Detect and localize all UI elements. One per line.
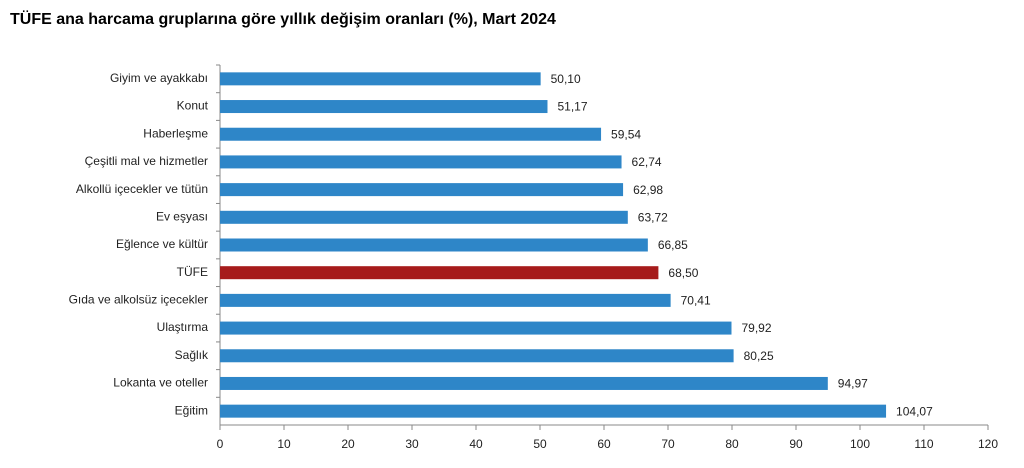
x-tick-label: 30 bbox=[405, 437, 419, 451]
y-tick-label: Konut bbox=[177, 99, 209, 113]
y-tick-label: Giyim ve ayakkabı bbox=[110, 71, 208, 85]
x-tick-label: 20 bbox=[341, 437, 355, 451]
y-tick-label: Gıda ve alkolsüz içecekler bbox=[69, 293, 208, 307]
x-tick-label: 120 bbox=[978, 437, 998, 451]
value-label: 66,85 bbox=[658, 238, 688, 252]
y-tick-label: Haberleşme bbox=[143, 126, 208, 140]
y-tick-label: Çeşitli mal ve hizmetler bbox=[85, 154, 208, 168]
value-label: 94,97 bbox=[838, 377, 868, 391]
y-tick-label: Alkollü içecekler ve tütün bbox=[76, 182, 208, 196]
y-tick-label: TÜFE bbox=[177, 265, 208, 279]
value-label: 68,50 bbox=[668, 266, 698, 280]
bar bbox=[220, 266, 659, 280]
y-tick-label: Eğitim bbox=[175, 403, 208, 417]
value-label: 104,07 bbox=[896, 404, 933, 418]
value-label: 70,41 bbox=[681, 294, 711, 308]
bar bbox=[220, 349, 734, 363]
x-tick-label: 100 bbox=[850, 437, 870, 451]
value-label: 59,54 bbox=[611, 127, 641, 141]
y-tick-label: Ev eşyası bbox=[156, 209, 208, 223]
x-tick-label: 70 bbox=[661, 437, 675, 451]
bar bbox=[220, 72, 541, 86]
chart-title: TÜFE ana harcama gruplarına göre yıllık … bbox=[10, 9, 556, 28]
bar bbox=[220, 155, 622, 169]
value-label: 80,25 bbox=[744, 349, 774, 363]
y-tick-label: Ulaştırma bbox=[157, 320, 209, 334]
x-tick-label: 0 bbox=[217, 437, 224, 451]
value-label: 63,72 bbox=[638, 210, 668, 224]
x-tick-label: 90 bbox=[789, 437, 803, 451]
bar bbox=[220, 183, 624, 197]
value-label: 50,10 bbox=[551, 72, 581, 86]
value-label: 62,98 bbox=[633, 183, 663, 197]
x-tick-label: 60 bbox=[597, 437, 611, 451]
value-label: 51,17 bbox=[557, 100, 587, 114]
bar bbox=[220, 100, 548, 114]
y-tick-label: Eğlence ve kültür bbox=[116, 237, 208, 251]
x-tick-label: 50 bbox=[533, 437, 547, 451]
bar bbox=[220, 376, 828, 390]
x-tick-label: 80 bbox=[725, 437, 739, 451]
bar bbox=[220, 238, 648, 252]
y-tick-label: Sağlık bbox=[175, 348, 209, 362]
bar bbox=[220, 321, 732, 335]
y-tick-label: Lokanta ve oteller bbox=[113, 376, 208, 390]
x-tick-label: 10 bbox=[277, 437, 291, 451]
value-label: 79,92 bbox=[741, 321, 771, 335]
bar bbox=[220, 293, 671, 307]
bar bbox=[220, 404, 887, 418]
x-tick-label: 40 bbox=[469, 437, 483, 451]
bar bbox=[220, 127, 602, 141]
x-tick-label: 110 bbox=[914, 437, 933, 451]
value-label: 62,74 bbox=[632, 155, 662, 169]
bar bbox=[220, 210, 628, 224]
